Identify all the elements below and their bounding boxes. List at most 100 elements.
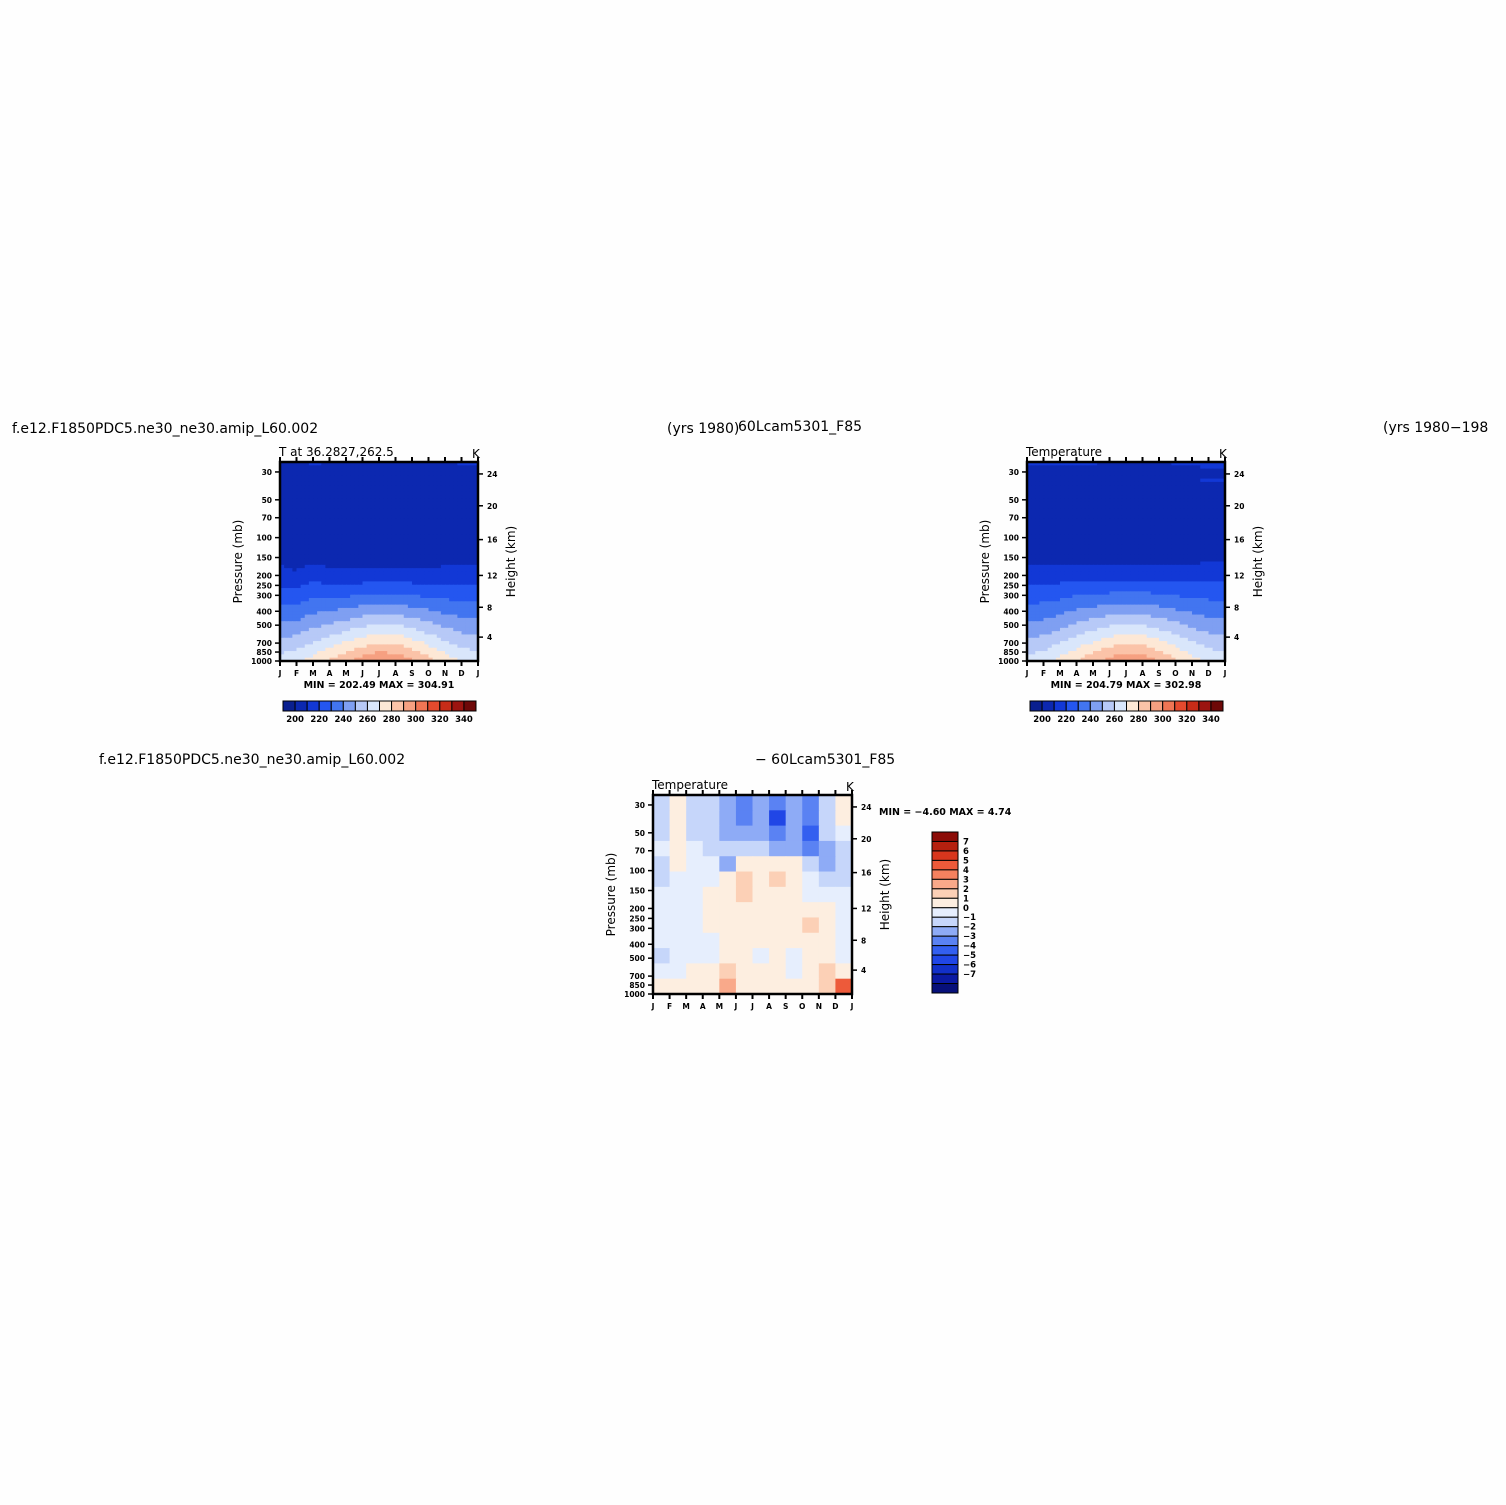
case2-cell [1101, 588, 1106, 592]
case1-cell [346, 627, 351, 632]
case1-cell [292, 491, 298, 496]
case2-cell [1068, 515, 1073, 519]
case1-cell [424, 544, 430, 549]
case2-cell [1047, 544, 1053, 549]
case1-cell [313, 611, 318, 616]
case1-cell [341, 548, 347, 553]
case1-cell [333, 621, 339, 626]
case2-cell [1212, 511, 1218, 516]
case2-cell [1200, 531, 1205, 536]
case2-cell [1179, 488, 1185, 493]
case1-cell [288, 578, 293, 582]
case1-cell [300, 554, 306, 559]
case1-cell [379, 597, 384, 602]
case1-cell [362, 508, 368, 513]
case2-cell [1076, 491, 1082, 496]
case2-cell [1088, 544, 1094, 549]
case1-cell [350, 534, 355, 539]
case1-cell [403, 651, 409, 655]
case1-cell [440, 621, 446, 626]
case2-cell [1187, 481, 1193, 486]
case2-cell [1159, 568, 1164, 573]
case2-cell [1183, 528, 1189, 533]
case1-cell [329, 525, 335, 529]
case2-cell [1064, 564, 1069, 569]
case2-cell [1200, 465, 1205, 470]
case1-cell [329, 564, 335, 569]
case1-cell [399, 528, 405, 533]
case1-cell [428, 654, 434, 659]
case2-cell [1027, 521, 1032, 526]
case1-cell [379, 488, 384, 493]
case1-cell [337, 607, 343, 612]
case2-cell [1113, 491, 1119, 496]
case2-cell [1121, 498, 1127, 503]
case1-cell [461, 641, 467, 646]
case2-cell [1216, 554, 1222, 559]
case2-cell [1076, 511, 1082, 516]
case2-cell [1051, 571, 1057, 576]
case1-cell [300, 591, 306, 596]
case1-colorbar-swatch [306, 700, 320, 712]
case1-cell [325, 604, 331, 609]
case1-cell [288, 641, 293, 646]
case1-cell [304, 588, 310, 592]
case2-cell [1126, 531, 1131, 536]
case1-cell [333, 578, 339, 582]
case2-cell [1097, 584, 1102, 589]
case1-cell [395, 465, 401, 470]
case1-cell [440, 534, 446, 539]
case1-cell [362, 584, 368, 589]
case1-cell [379, 478, 384, 483]
case1-cell [288, 525, 293, 529]
case2-cell [1179, 485, 1185, 490]
case1-cell [407, 651, 413, 655]
case2-cell [1076, 488, 1082, 493]
case1-cell [412, 511, 417, 516]
case1-cell [362, 627, 368, 632]
case2-cell [1154, 564, 1160, 569]
case2-cell [1080, 525, 1086, 529]
case1-cell [424, 558, 430, 563]
case1-cell [465, 574, 471, 579]
case1-cell [341, 465, 347, 470]
case1-cell [465, 471, 471, 476]
case2-cell [1051, 558, 1057, 563]
case2-cell [1113, 541, 1119, 546]
case1-cell [457, 621, 463, 626]
case2-cell [1175, 541, 1181, 546]
case1-cell [473, 515, 479, 519]
case1-cell [473, 627, 479, 632]
case1-cell [350, 505, 355, 510]
case2-cell [1146, 491, 1152, 496]
case2-cell [1187, 465, 1193, 470]
case1-cell [350, 475, 355, 480]
case2-cell [1080, 488, 1086, 493]
case1-cell [370, 561, 376, 566]
case1-cell [288, 478, 293, 483]
case2-cell [1200, 571, 1205, 576]
case2-cell [1027, 548, 1032, 553]
case2-cell [1126, 515, 1131, 519]
case2-cell [1035, 588, 1040, 592]
case2-cell [1039, 591, 1045, 596]
case1-cell [350, 554, 355, 559]
case1-cell [337, 644, 343, 649]
case1-cell [374, 614, 380, 619]
case2-cell [1212, 491, 1218, 496]
case1-cell [341, 637, 347, 642]
case1-cell [362, 528, 368, 533]
case1-cell [416, 534, 421, 539]
case1-cell [317, 624, 322, 629]
case1-cell [465, 521, 471, 526]
case1-cell [436, 634, 442, 639]
case2-cell [1216, 462, 1222, 466]
case1-cell [407, 634, 413, 639]
case1-cell [292, 581, 298, 586]
case2-cell [1200, 574, 1205, 579]
case1-cell [440, 654, 446, 659]
case1-cell [296, 637, 302, 642]
case1-cell [403, 634, 409, 639]
case2-cell [1134, 591, 1139, 596]
case1-cell [428, 508, 434, 513]
